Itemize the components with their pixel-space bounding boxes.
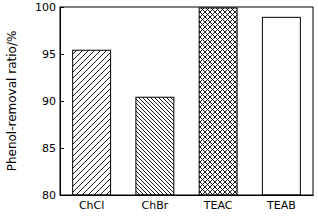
- plot: 80 85 90 95 100 ChCl ChBr TEAC TEAB: [35, 1, 314, 212]
- x-tick-label: TEAB: [266, 199, 296, 212]
- x-tick: TEAB: [266, 195, 296, 212]
- y-axis: 80 85 90 95 100: [35, 1, 64, 202]
- bar: [136, 97, 174, 195]
- x-tick: TEAC: [203, 195, 233, 212]
- y-tick: 85: [42, 142, 64, 155]
- x-tick-label: TEAC: [203, 199, 233, 212]
- y-tick: 90: [42, 95, 64, 108]
- x-axis-line: [61, 195, 314, 196]
- bar: [73, 50, 111, 195]
- x-axis: ChCl ChBr TEAC TEAB: [61, 195, 314, 212]
- y-tick-label: 80: [42, 189, 56, 202]
- chart: 80 85 90 95 100 ChCl ChBr TEAC TEAB Phenol-remova…: [0, 0, 318, 222]
- x-tick: ChCl: [79, 195, 104, 212]
- y-axis-title: Phenol-removal ratio/%: [5, 31, 19, 172]
- bars: [73, 8, 301, 195]
- x-tick-label: ChCl: [79, 199, 104, 212]
- y-tick-label: 100: [35, 1, 56, 14]
- y-tick: 95: [42, 48, 64, 61]
- y-tick-mark: [60, 7, 64, 8]
- y-tick: 100: [35, 1, 64, 14]
- y-tick-mark: [60, 148, 64, 149]
- y-tick-label: 90: [42, 95, 56, 108]
- bar: [262, 17, 300, 195]
- plot-frame: [60, 7, 313, 195]
- x-tick: ChBr: [142, 195, 169, 212]
- x-tick-label: ChBr: [142, 199, 169, 212]
- y-tick-mark: [60, 101, 64, 102]
- bar: [199, 8, 237, 195]
- y-tick-label: 95: [42, 48, 56, 61]
- y-tick-mark: [60, 54, 64, 55]
- y-tick-label: 85: [42, 142, 56, 155]
